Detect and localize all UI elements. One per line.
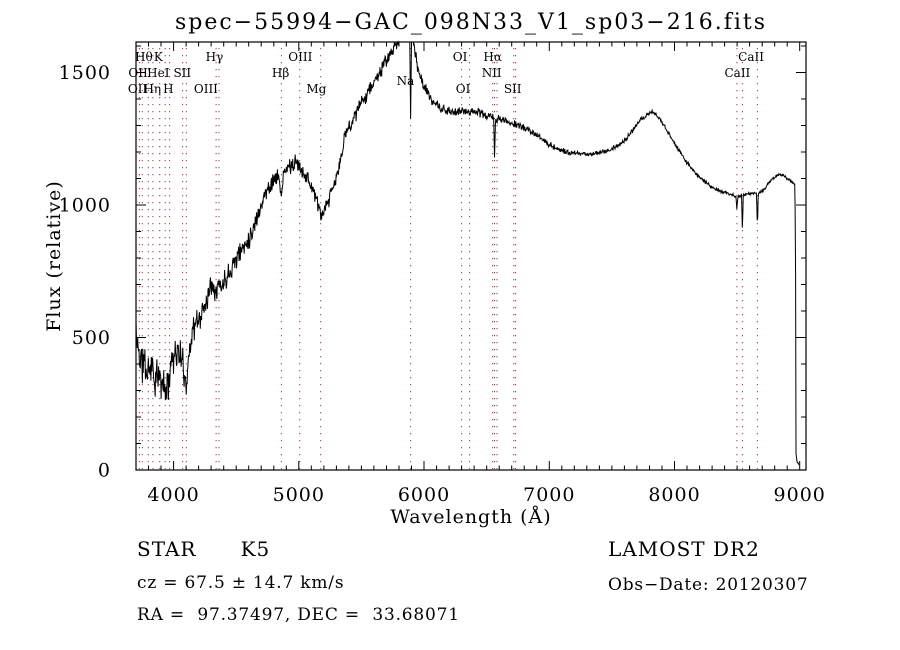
y-tick-label: 500	[72, 327, 111, 349]
y-tick-labels: 0 500 1000 1500	[59, 62, 111, 482]
spectral-line-label-caii: CaII	[724, 66, 751, 80]
spectral-line-label-sii: SII	[173, 66, 192, 80]
spectral-line-label-hα: Hα	[483, 50, 502, 64]
y-tick-label: 1500	[59, 62, 111, 84]
obs-date-text: Obs−Date: 20120307	[608, 575, 809, 595]
x-tick-label: 7000	[523, 484, 575, 506]
spectral-marker-lines	[138, 48, 758, 469]
spectral-line-label-mg: Mg	[306, 82, 327, 96]
spectral-line-label-hγ: Hγ	[205, 50, 224, 64]
spectral-line-label-k: K	[153, 50, 163, 64]
spectral-line-label-hθ: Hθ	[135, 50, 153, 64]
spectral-line-label-oii: OII	[128, 66, 148, 80]
cz-text: cz = 67.5 ± 14.7 km/s	[137, 573, 345, 593]
spectrum-line	[135, 40, 800, 466]
object-class-text: STAR K5	[137, 537, 271, 561]
x-tick-label: 5000	[273, 484, 325, 506]
x-tick-label: 8000	[648, 484, 700, 506]
x-tick-label: 6000	[398, 484, 450, 506]
spectral-line-label-hei: HeI	[147, 66, 170, 80]
plot-frame	[135, 41, 807, 471]
spectral-line-label-oiii: OIII	[288, 50, 313, 64]
spectral-line-label-h: H	[163, 82, 174, 96]
x-tick-labels: 4000 5000 6000 7000 8000 9000	[147, 484, 826, 506]
spectral-line-label-oii: OII	[127, 82, 148, 96]
x-axis-ticks	[135, 42, 801, 470]
spectral-line-label-hη: Hη	[143, 82, 162, 96]
page-title: spec−55994−GAC_098N33_V1_sp03−216.fits	[174, 10, 768, 35]
y-tick-label: 0	[98, 460, 111, 482]
x-tick-label: 9000	[774, 484, 826, 506]
spectral-line-label-oi: OI	[455, 82, 471, 96]
spectral-line-label-oi: OI	[452, 50, 468, 64]
spectral-line-label-nii: NII	[481, 66, 502, 80]
spectral-line-label-caii: CaII	[738, 50, 765, 64]
survey-text: LAMOST DR2	[608, 537, 760, 561]
coords-text: RA = 97.37497, DEC = 33.68071	[137, 605, 460, 625]
spectral-line-label-oiii: OIII	[193, 82, 218, 96]
spectral-line-label-na: Na	[396, 74, 415, 88]
y-axis-ticks	[136, 45, 806, 471]
x-tick-label: 4000	[147, 484, 199, 506]
x-axis-label: Wavelength (Å)	[390, 506, 552, 528]
spectral-line-label-sii: SII	[503, 82, 522, 96]
spectral-line-label-hβ: Hβ	[271, 66, 290, 80]
y-tick-label: 1000	[59, 195, 111, 217]
